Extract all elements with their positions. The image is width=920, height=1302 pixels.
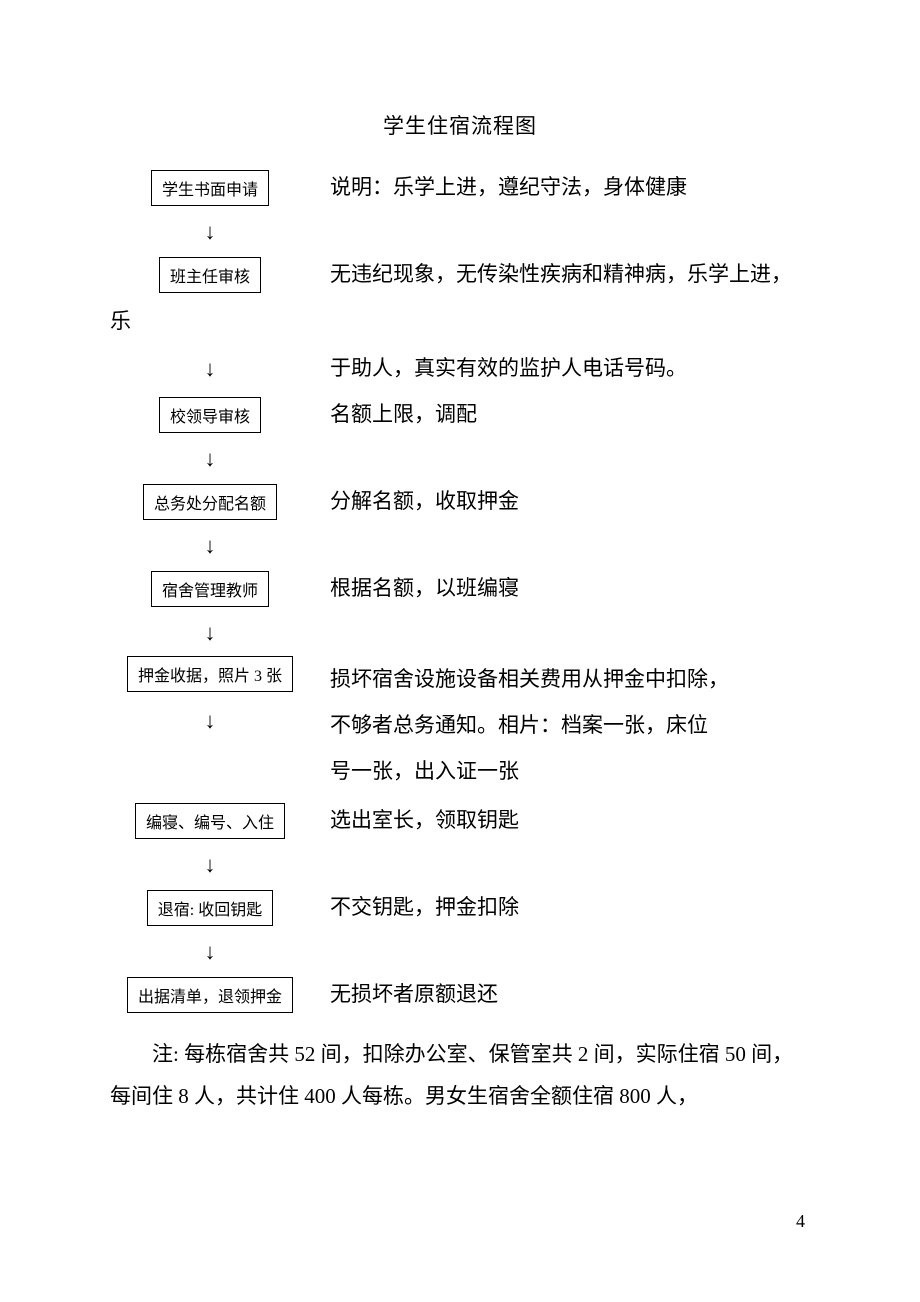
flow-box-dorm-teacher: 宿舍管理教师 bbox=[151, 571, 269, 607]
desc-line: 不够者总务通知。相片：档案一张，床位 bbox=[330, 702, 810, 748]
hanging-char: 乐 bbox=[110, 305, 810, 335]
arrow-down-icon: ↓ bbox=[110, 214, 310, 249]
flow-box-teacher-review: 班主任审核 bbox=[159, 257, 261, 293]
flow-box-apply: 学生书面申请 bbox=[151, 170, 269, 206]
desc-line: 损坏宿舍设施设备相关费用从押金中扣除， bbox=[330, 656, 810, 702]
arrow-row: ↓ bbox=[110, 441, 810, 476]
arrow-down-icon: ↓ bbox=[110, 934, 310, 969]
box-col: 班主任审核 bbox=[110, 257, 310, 293]
footnote-text: 注: 每栋宿舍共 52 间，扣除办公室、保管室共 2 间，实际住宿 50 间，每… bbox=[110, 1033, 810, 1117]
flow-row: 出据清单，退领押金 无损坏者原额退还 bbox=[110, 975, 810, 1015]
flowchart-title: 学生住宿流程图 bbox=[110, 110, 810, 140]
desc-line: 号一张，出入证一张 bbox=[330, 748, 810, 794]
flow-box-quota: 总务处分配名额 bbox=[143, 484, 277, 520]
box-col: 总务处分配名额 bbox=[110, 484, 310, 520]
flow-row: 编寝、编号、入住 选出室长，领取钥匙 bbox=[110, 801, 810, 841]
flow-desc: 不交钥匙，押金扣除 bbox=[330, 888, 810, 928]
box-col: 宿舍管理教师 bbox=[110, 571, 310, 607]
flow-row: 宿舍管理教师 根据名额，以班编寝 bbox=[110, 569, 810, 609]
flow-desc: 选出室长，领取钥匙 bbox=[330, 801, 810, 841]
box-arrow-col: 押金收据，照片 3 张 ↓ bbox=[110, 656, 310, 734]
page-number: 4 bbox=[796, 1211, 805, 1232]
arrow-row: ↓ bbox=[110, 934, 810, 969]
box-col: 编寝、编号、入住 bbox=[110, 803, 310, 839]
flow-row: 押金收据，照片 3 张 ↓ 损坏宿舍设施设备相关费用从押金中扣除， 不够者总务通… bbox=[110, 656, 810, 795]
arrow-down-icon: ↓ bbox=[110, 615, 310, 650]
arrow-down-icon: ↓ bbox=[110, 351, 310, 386]
flow-desc: 根据名额，以班编寝 bbox=[330, 569, 810, 609]
flow-box-checkout: 退宿: 收回钥匙 bbox=[147, 890, 273, 926]
flow-row: 班主任审核 无违纪现象，无传染性疾病和精神病，乐学上进， bbox=[110, 255, 810, 295]
box-col: 出据清单，退领押金 bbox=[110, 977, 310, 1013]
box-col: 退宿: 收回钥匙 bbox=[110, 890, 310, 926]
arrow-row: ↓ bbox=[110, 528, 810, 563]
flow-desc: 说明：乐学上进，遵纪守法，身体健康 bbox=[330, 168, 810, 208]
flow-row: 退宿: 收回钥匙 不交钥匙，押金扣除 bbox=[110, 888, 810, 928]
arrow-row: ↓ bbox=[110, 615, 810, 650]
flow-box-deposit-photos: 押金收据，照片 3 张 bbox=[127, 656, 293, 692]
arrow-down-icon: ↓ bbox=[205, 708, 216, 734]
page-container: 学生住宿流程图 学生书面申请 说明：乐学上进，遵纪守法，身体健康 ↓ 班主任审核… bbox=[0, 0, 920, 1177]
flow-row: 学生书面申请 说明：乐学上进，遵纪守法，身体健康 bbox=[110, 168, 810, 208]
flow-row: 校领导审核 名额上限，调配 bbox=[110, 395, 810, 435]
arrow-row: ↓ 于助人，真实有效的监护人电话号码。 bbox=[110, 349, 810, 389]
flow-box-leader-review: 校领导审核 bbox=[159, 397, 261, 433]
flow-desc-continuation: 于助人，真实有效的监护人电话号码。 bbox=[330, 349, 810, 389]
flow-box-assign-room: 编寝、编号、入住 bbox=[135, 803, 285, 839]
arrow-down-icon: ↓ bbox=[110, 441, 310, 476]
box-col: 学生书面申请 bbox=[110, 170, 310, 206]
arrow-down-icon: ↓ bbox=[110, 847, 310, 882]
arrow-down-icon: ↓ bbox=[110, 528, 310, 563]
flow-box-refund: 出据清单，退领押金 bbox=[127, 977, 293, 1013]
box-col: 校领导审核 bbox=[110, 397, 310, 433]
flow-desc: 无损坏者原额退还 bbox=[330, 975, 810, 1015]
arrow-row: ↓ bbox=[110, 214, 810, 249]
flow-row: 总务处分配名额 分解名额，收取押金 bbox=[110, 482, 810, 522]
flow-desc: 名额上限，调配 bbox=[330, 395, 810, 435]
arrow-row: ↓ bbox=[110, 847, 810, 882]
flow-desc: 分解名额，收取押金 bbox=[330, 482, 810, 522]
flow-desc: 无违纪现象，无传染性疾病和精神病，乐学上进， bbox=[330, 255, 810, 295]
flow-desc-multiline: 损坏宿舍设施设备相关费用从押金中扣除， 不够者总务通知。相片：档案一张，床位 号… bbox=[330, 656, 810, 795]
